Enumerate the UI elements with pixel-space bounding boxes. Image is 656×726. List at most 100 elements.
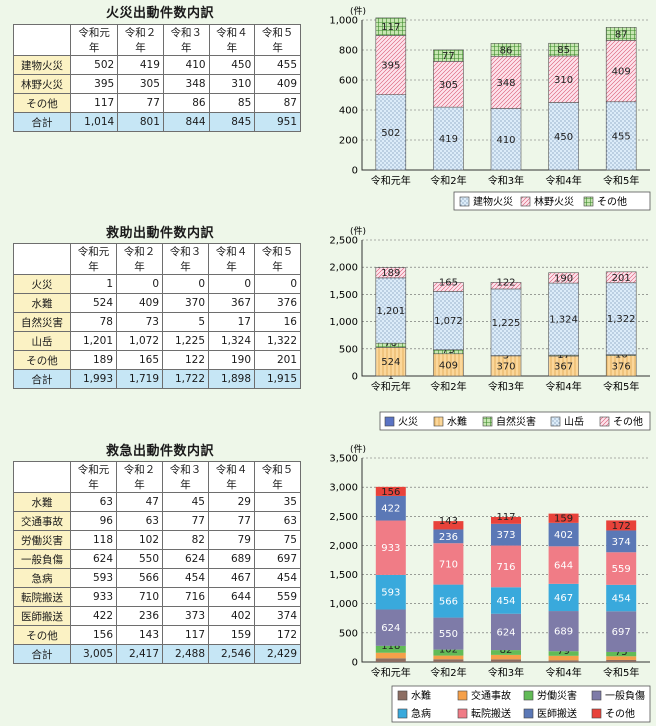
table-cell: 159: [208, 625, 255, 645]
table-cell: 844: [162, 112, 210, 132]
row-label: 合計: [13, 644, 71, 664]
data-label: 410: [496, 135, 515, 146]
table-cell: 77: [117, 93, 164, 113]
data-label: 395: [381, 61, 400, 72]
bar-segment: [491, 587, 521, 614]
y-tick-label: 2,500: [329, 236, 358, 247]
data-label: 374: [612, 537, 631, 548]
table-cell: 1,324: [208, 331, 255, 351]
data-label: 85: [557, 45, 570, 56]
table-header-cell: [13, 243, 71, 275]
data-label: 624: [496, 627, 515, 638]
data-label: 75: [615, 647, 628, 658]
table-cell: 422: [70, 606, 117, 626]
x-tick-label: 令和2年: [430, 380, 466, 393]
y-tick-label: 200: [339, 136, 358, 147]
fire-stacked-bar-chart: (件) 0 200 400 600 800 1,000 502 395 117 令和元年 419 305…: [329, 5, 651, 211]
legend-label: 火災: [398, 416, 418, 428]
table-cell: 395: [69, 74, 119, 94]
bar-segment: [548, 272, 579, 284]
data-label: 189: [381, 268, 400, 279]
y-tick-label: 600: [339, 76, 358, 87]
table-header-cell: 令和５年: [254, 24, 301, 56]
row-label: 水難: [13, 492, 71, 512]
bar-segment: [605, 27, 637, 41]
table-header-cell: 令和５年: [254, 243, 301, 275]
table-cell: 370: [162, 293, 209, 313]
y-unit-label: (件): [350, 225, 366, 237]
table-cell: 454: [162, 568, 209, 588]
legend-swatch: [591, 708, 602, 719]
table-cell: 455: [254, 55, 301, 75]
table-cell: 502: [69, 55, 119, 75]
table-row: 交通事故 96 63 77 77 63: [13, 511, 301, 531]
data-label: 367: [554, 362, 573, 373]
table-cell: 117: [162, 625, 209, 645]
table-cell: 16: [254, 312, 301, 332]
bar-segment: [433, 655, 464, 660]
table-cell: 165: [116, 350, 163, 370]
table-header-row: 令和元年 令和２年 令和３年 令和４年 令和５年: [13, 243, 301, 275]
row-label: 建物火災: [13, 55, 71, 75]
row-label: 火災: [13, 274, 71, 294]
bar-segment: [375, 645, 406, 653]
y-tick-label: 500: [339, 628, 358, 639]
table-row: 林野火災 395 305 348 310 409: [13, 74, 301, 94]
row-label: 合計: [13, 112, 71, 132]
bar-segment: [548, 42, 579, 57]
table-header-cell: 令和４年: [208, 461, 255, 493]
legend-label: 水難: [411, 689, 431, 702]
bar-segment: [548, 611, 579, 652]
bar-segment: [375, 347, 407, 377]
legend-label: その他: [597, 195, 627, 208]
legend-label: 自然災害: [496, 415, 536, 428]
bar-segment: [606, 659, 637, 662]
table-cell: 1,993: [70, 369, 117, 389]
table-cell: 367: [208, 293, 255, 313]
table-cell: 2,417: [116, 644, 163, 664]
data-label: 502: [381, 128, 400, 139]
legend-swatch: [591, 690, 602, 701]
data-label: 172: [612, 521, 631, 532]
row-label: 転院搬送: [13, 587, 71, 607]
data-label: 118: [381, 641, 400, 652]
data-label: 310: [554, 75, 573, 86]
data-label: 550: [439, 629, 458, 640]
row-label: 交通事故: [13, 511, 71, 531]
row-label: その他: [13, 350, 71, 370]
table-cell: 697: [254, 549, 301, 569]
ems-stacked-bar-chart: (件) 0 500 1,000 1,500 2,000 2,500 3,000 3,500 118…: [329, 443, 651, 723]
legend-swatch: [583, 196, 594, 207]
table-cell: 1,915: [254, 369, 301, 389]
row-label: 合計: [13, 369, 71, 389]
data-label: 373: [496, 530, 515, 541]
table-row: 火災 1 0 0 0 0: [13, 274, 301, 294]
row-label: 林野火災: [13, 74, 71, 94]
table-cell: 118: [70, 530, 117, 550]
table-header-cell: 令和２年: [116, 243, 163, 275]
table-cell: 189: [70, 350, 117, 370]
legend-label: 山岳: [564, 416, 584, 428]
y-tick-label: 1,000: [329, 317, 358, 328]
table-cell: 710: [116, 587, 163, 607]
table-cell: 593: [70, 568, 117, 588]
table-cell: 348: [162, 74, 210, 94]
y-tick-label: 1,000: [329, 599, 358, 610]
x-tick-label: 令和2年: [430, 666, 466, 679]
data-label: 376: [612, 361, 631, 372]
data-label: 82: [500, 645, 513, 656]
table-row: その他 189 165 122 190 201: [13, 350, 301, 370]
data-label: 165: [439, 277, 458, 288]
data-label: 624: [381, 623, 400, 634]
bar-segment: [605, 40, 637, 103]
table-header-row: 令和元年 令和２年 令和３年 令和４年 令和５年: [13, 24, 301, 56]
table-cell: 410: [162, 55, 210, 75]
bar-segment: [375, 17, 407, 36]
table-cell: 201: [254, 350, 301, 370]
table-cell: 29: [208, 492, 255, 512]
bar-segment: [433, 543, 464, 585]
legend-swatch: [459, 196, 470, 207]
data-label: 87: [615, 29, 628, 40]
row-label: 一般負傷: [13, 549, 71, 569]
table-row: 一般負傷 624 550 624 689 697: [13, 549, 301, 569]
